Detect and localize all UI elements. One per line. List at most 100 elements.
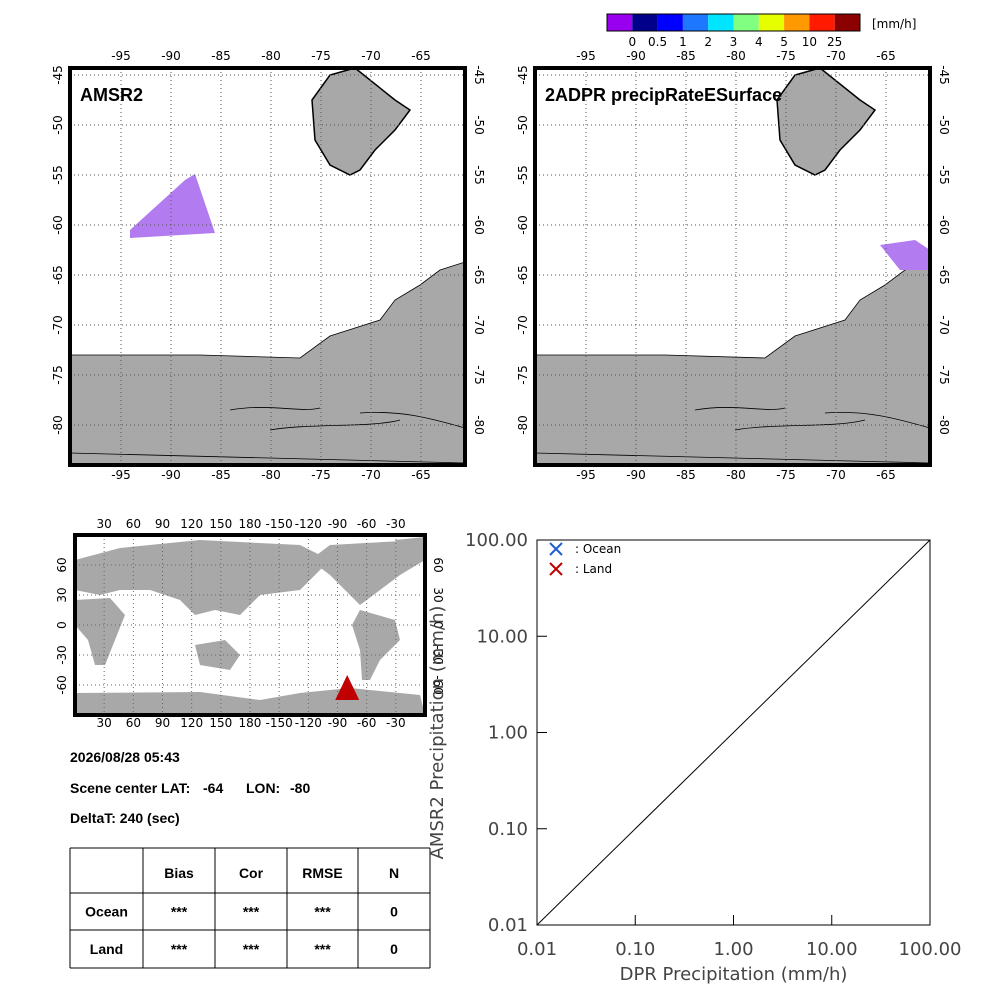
lon-label: 180 — [239, 517, 262, 531]
table-cell: *** — [243, 904, 260, 920]
lon-label: -85 — [211, 468, 231, 482]
colorbar-label: 2 — [704, 35, 712, 49]
lon-label: -90 — [328, 716, 348, 730]
lat-label: 0 — [431, 621, 445, 629]
colorbar-swatch — [809, 14, 835, 31]
lon-label: -85 — [676, 468, 696, 482]
lon-label: -85 — [676, 49, 696, 63]
colorbar-label: 1 — [679, 35, 687, 49]
y-tick-label: 10.00 — [476, 626, 528, 647]
legend-marker — [549, 562, 563, 576]
table-cell: *** — [243, 941, 260, 957]
lon-label: -120 — [295, 716, 322, 730]
land — [352, 610, 400, 680]
lon-label: -65 — [876, 468, 896, 482]
lon-label: -150 — [266, 716, 293, 730]
lon-label: 30 — [97, 716, 112, 730]
colorbar-label: 10 — [802, 35, 817, 49]
lon-label: -60 — [357, 716, 377, 730]
lon-label: -90 — [626, 468, 646, 482]
lat-label: -65 — [51, 265, 65, 285]
scene-lat-label: Scene center LAT: — [70, 780, 190, 796]
lat-label: -75 — [516, 365, 530, 385]
lat-label: -30 — [431, 645, 445, 665]
lon-label: -95 — [576, 49, 596, 63]
table-header: N — [389, 865, 399, 881]
lat-label: -75 — [51, 365, 65, 385]
land — [776, 67, 877, 176]
y-tick-label: 100.00 — [465, 530, 528, 551]
shelf-edge — [534, 452, 931, 464]
lat-label: 60 — [55, 557, 69, 572]
precip-patch — [130, 174, 215, 238]
lon-label: -75 — [311, 468, 331, 482]
colorbar-swatch — [607, 14, 633, 31]
lat-label: -70 — [51, 315, 65, 335]
lat-label: -55 — [472, 165, 486, 185]
y-tick-label: 0.10 — [488, 819, 528, 840]
lat-label: -45 — [51, 65, 65, 85]
lon-label: -95 — [576, 468, 596, 482]
legend-label: : Ocean — [575, 542, 621, 556]
colorbar-swatch — [784, 14, 810, 31]
lon-label: -70 — [361, 49, 381, 63]
scene-lon-label: LON: — [246, 780, 280, 796]
one-to-one — [536, 539, 931, 926]
x-tick-label: 10.00 — [806, 939, 858, 960]
x-tick-label: 100.00 — [899, 939, 962, 960]
lon-label: -75 — [776, 49, 796, 63]
lat-label: -80 — [516, 415, 530, 435]
lat-label: -60 — [472, 215, 486, 235]
land — [395, 537, 425, 560]
lon-label: -30 — [386, 517, 406, 531]
lon-label: 60 — [126, 716, 141, 730]
lat-label: -55 — [937, 165, 951, 185]
lat-label: 0 — [55, 621, 69, 629]
lon-label: -65 — [411, 49, 431, 63]
lon-label: -85 — [211, 49, 231, 63]
colorbar-label: 3 — [730, 35, 738, 49]
lat-label: -70 — [516, 315, 530, 335]
table-cell: *** — [314, 941, 331, 957]
lon-label: -70 — [361, 468, 381, 482]
lon-label: -80 — [726, 49, 746, 63]
x-tick-label: 1.00 — [713, 939, 753, 960]
map-frame — [68, 66, 467, 467]
table-cell: *** — [171, 904, 188, 920]
table-header: Bias — [164, 865, 194, 881]
y-tick-label: 0.01 — [488, 915, 528, 936]
precip-patch — [880, 240, 930, 270]
lon-label: -120 — [295, 517, 322, 531]
lon-label: -65 — [876, 49, 896, 63]
lat-label: -30 — [55, 645, 69, 665]
map-title: 2ADPR precipRateESurface — [545, 85, 782, 105]
shelf-edge — [69, 452, 466, 464]
lon-label: -75 — [311, 49, 331, 63]
map-title: AMSR2 — [80, 85, 143, 105]
lat-label: -80 — [937, 415, 951, 435]
lat-label: -50 — [516, 115, 530, 135]
row-label: Ocean — [85, 904, 128, 920]
land — [310, 540, 425, 605]
table-cell: 0 — [390, 904, 398, 920]
lat-label: -45 — [472, 65, 486, 85]
x-tick-label: 0.10 — [615, 939, 655, 960]
y-axis-label: AMSR2 Precipitation (mm/h) — [427, 606, 448, 860]
deltat: DeltaT: 240 (sec) — [70, 810, 180, 826]
lon-label: 150 — [209, 517, 232, 531]
lon-label: 60 — [126, 517, 141, 531]
colorbar-swatch — [657, 14, 683, 31]
lat-label: 60 — [431, 557, 445, 572]
lon-label: 120 — [180, 716, 203, 730]
colorbar-label: 25 — [827, 35, 842, 49]
lat-label: -75 — [937, 365, 951, 385]
lat-label: 30 — [431, 587, 445, 602]
x-tick-label: 0.01 — [517, 939, 557, 960]
lat-label: -80 — [51, 415, 65, 435]
table-header: RMSE — [302, 865, 342, 881]
lon-label: -65 — [411, 468, 431, 482]
colorbar-frame — [606, 13, 861, 32]
lon-label: -70 — [826, 49, 846, 63]
lat-label: -80 — [472, 415, 486, 435]
legend-marker — [549, 542, 563, 556]
